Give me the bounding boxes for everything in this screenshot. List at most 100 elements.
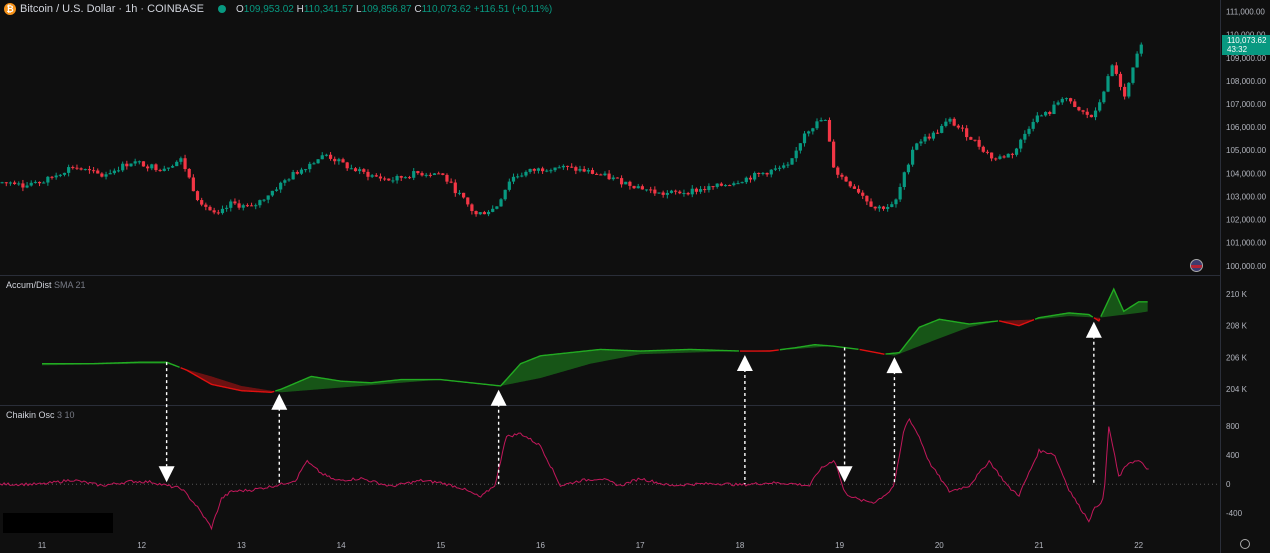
candle [520,172,524,178]
candle [279,181,283,193]
candle-body [437,173,441,175]
candle-body [245,205,250,207]
ad-line [1093,317,1101,322]
candle-body [279,182,283,190]
candle [125,160,129,170]
candle-body [29,182,33,186]
candle-body [37,181,42,184]
price-tick-label: 105,000.00 [1226,146,1267,155]
candle [981,145,985,153]
candle-body [266,195,270,200]
ad-legend[interactable]: Accum/Dist SMA 21 [6,280,86,290]
candle-body [516,176,520,178]
candle [665,190,669,199]
candle [1073,99,1077,108]
candle [827,117,832,142]
candle-body [877,206,881,209]
candle [75,164,79,170]
candle [611,175,615,181]
candle [50,175,54,180]
ad-line [275,348,739,392]
candle-body [557,167,561,169]
candle-body [578,169,582,171]
candle-body [528,168,532,172]
candle-body [574,167,578,171]
candle [923,133,927,145]
candle [470,203,474,215]
candle [121,161,125,173]
candle [615,177,620,179]
candle-body [873,206,877,209]
candle [274,187,279,192]
candle [516,173,520,179]
candle-body [1010,153,1014,155]
candle-body [75,167,79,169]
candle-body [204,204,208,207]
candle [424,172,428,178]
candle-body [1014,148,1019,155]
ad-fill-down [999,319,1035,326]
candle-body [856,188,861,193]
candle [291,169,295,180]
candle-body [179,158,183,162]
candle-body [1044,112,1048,116]
candle-body [603,173,607,176]
candle [765,172,769,177]
us-flag-icon[interactable] [1190,259,1203,272]
candle [154,163,158,172]
candle-body [565,165,570,167]
candle-body [366,171,370,177]
candle [915,142,919,151]
candle-body [208,206,212,211]
candle-body [611,177,615,180]
candle [965,125,969,141]
candle-body [1139,44,1143,54]
candle [1110,64,1114,77]
candle [233,198,237,205]
pane-separator[interactable] [0,275,1220,276]
candle [732,181,736,187]
chaikin-line [0,417,1149,531]
candle [960,124,965,132]
candle-body [370,175,374,177]
candle-body [1052,104,1056,115]
price-tick-label: 103,000.00 [1226,192,1267,201]
candle [1031,118,1035,132]
candle-body [715,183,719,187]
candle [112,168,116,175]
candle [940,123,944,134]
pane-separator[interactable] [0,405,1220,406]
chaikin-params: 3 10 [57,410,75,420]
candle [378,173,383,182]
candle [1060,97,1064,105]
settings-gear-icon[interactable] [1240,539,1250,549]
candle [328,152,333,161]
candle-body [649,189,653,191]
candle-body [17,183,21,185]
candle [225,205,229,212]
candle [790,158,794,165]
candle-body [794,150,798,159]
candle [773,165,778,172]
time-tick-label: 15 [436,541,445,550]
candle [823,119,827,121]
candle [669,189,674,194]
candle-body [150,164,154,169]
candle [287,178,291,182]
symbol-title[interactable]: Bitcoin / U.S. Dollar · 1h · COINBASE [20,3,204,15]
candle [83,168,87,171]
candle [333,156,337,165]
candle [748,175,753,183]
candle [100,172,104,178]
candle [21,179,25,192]
chart-legend: ₿ Bitcoin / U.S. Dollar · 1h · COINBASE … [4,3,552,15]
candle [565,165,570,171]
candle-body [1131,67,1135,83]
candle [445,173,449,185]
ad-line [42,361,180,368]
signal-down [836,347,853,483]
chaikin-legend[interactable]: Chaikin Osc 3 10 [6,410,75,420]
candle [183,154,187,172]
candle-body [470,204,474,212]
